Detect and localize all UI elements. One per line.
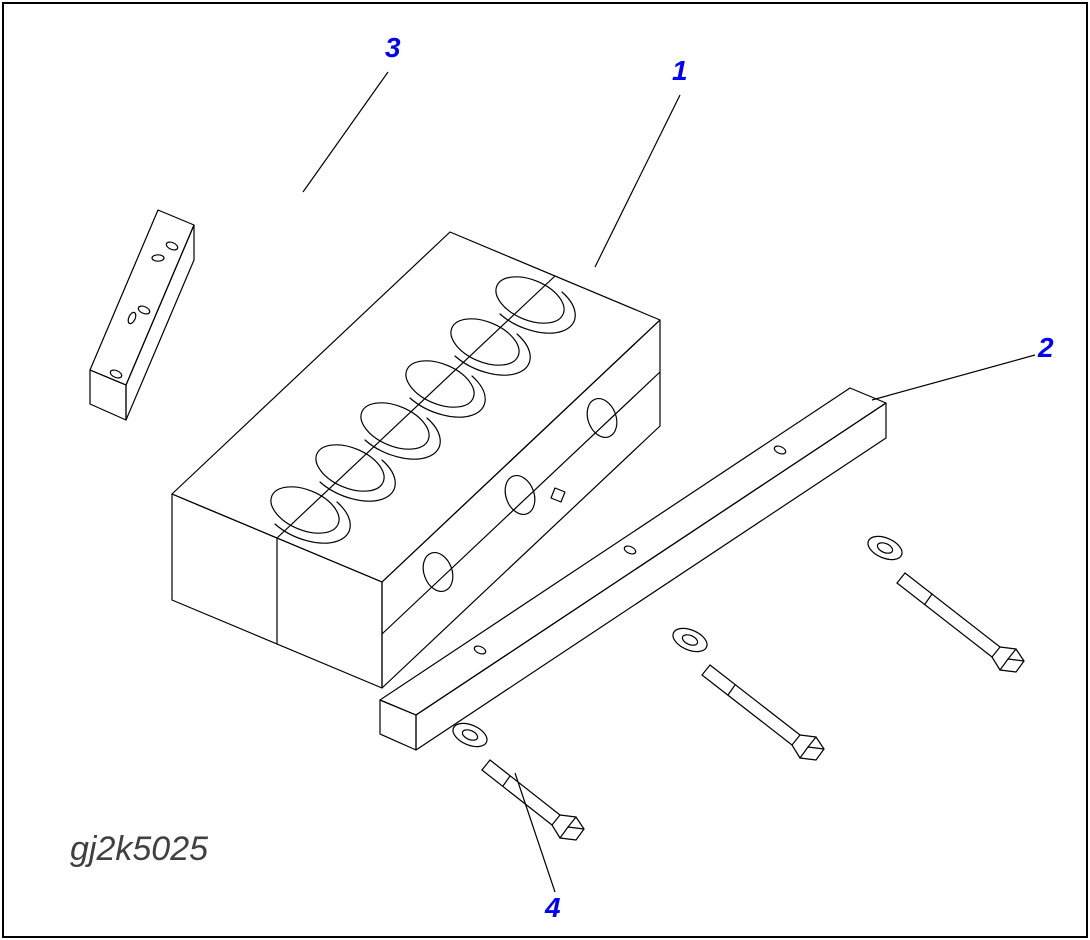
bolt-set-2 bbox=[670, 624, 824, 760]
callout-leaders bbox=[303, 72, 1035, 892]
callout-3: 3 bbox=[385, 32, 401, 64]
drawing-id: gj2k5025 bbox=[70, 830, 208, 869]
front-plate bbox=[380, 388, 886, 750]
bolt-set-3 bbox=[865, 532, 1024, 672]
callout-4: 4 bbox=[545, 892, 561, 924]
side-holes bbox=[418, 394, 622, 595]
main-block bbox=[172, 232, 660, 688]
rear-plate-holes bbox=[109, 241, 179, 380]
parts-diagram bbox=[0, 0, 1090, 940]
rear-plate bbox=[90, 210, 194, 420]
top-holes bbox=[264, 268, 575, 544]
callout-1: 1 bbox=[672, 55, 688, 87]
callout-2: 2 bbox=[1038, 332, 1054, 364]
